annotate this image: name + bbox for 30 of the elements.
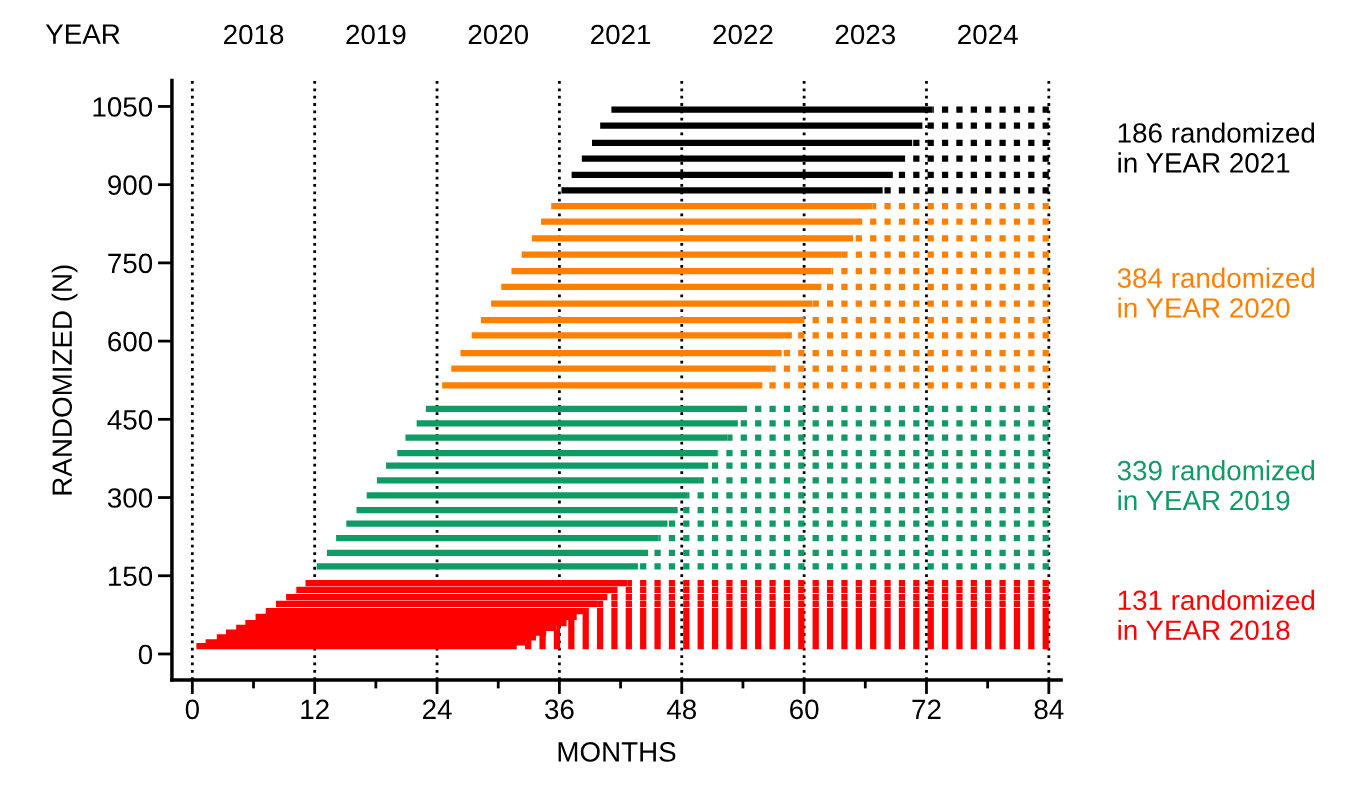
- y-axis-title: RANDOMIZED (N): [51, 265, 78, 495]
- x-tick-label: 36: [545, 699, 574, 720]
- text: 384 randomized in YEAR 2020: [1117, 267, 1315, 318]
- y-tick-label: 1050: [93, 97, 153, 117]
- x-tick-label: 24: [422, 699, 452, 719]
- y-tick-label: 750: [108, 253, 153, 274]
- y-tick-label: 150: [108, 566, 153, 587]
- x2-tick-label: 2020: [468, 24, 529, 45]
- x-tick-label: 12: [301, 699, 329, 719]
- x2-tick-label: 2023: [835, 24, 895, 45]
- x-tick-label: 60: [790, 699, 819, 720]
- text: 186 randomized in YEAR 2021: [1118, 122, 1315, 173]
- y-tick-label: 450: [107, 409, 153, 430]
- text: 339 randomized in YEAR 2019: [1117, 460, 1315, 511]
- y-tick-label: 300: [107, 488, 153, 508]
- x-tick-label: 84: [1034, 699, 1064, 720]
- x2-tick-label: 2021: [591, 24, 651, 45]
- text: 131 randomized in YEAR 2018: [1118, 589, 1315, 641]
- y-tick-label: 900: [108, 175, 153, 195]
- x2-axis-title: YEAR: [45, 24, 120, 44]
- x-tick-label: 72: [912, 699, 941, 719]
- y-tick-label: 0: [138, 644, 153, 665]
- y-tick-label: 600: [108, 331, 153, 352]
- x-tick-label: 48: [666, 699, 696, 720]
- x2-tick-label: 2019: [346, 24, 406, 45]
- x-tick-label: 0: [185, 699, 199, 720]
- x2-tick-label: 2018: [224, 24, 284, 45]
- x2-tick-label: 2024: [958, 24, 1018, 45]
- x2-tick-label: 2022: [713, 24, 773, 45]
- x-axis-title: MONTHS: [558, 742, 676, 762]
